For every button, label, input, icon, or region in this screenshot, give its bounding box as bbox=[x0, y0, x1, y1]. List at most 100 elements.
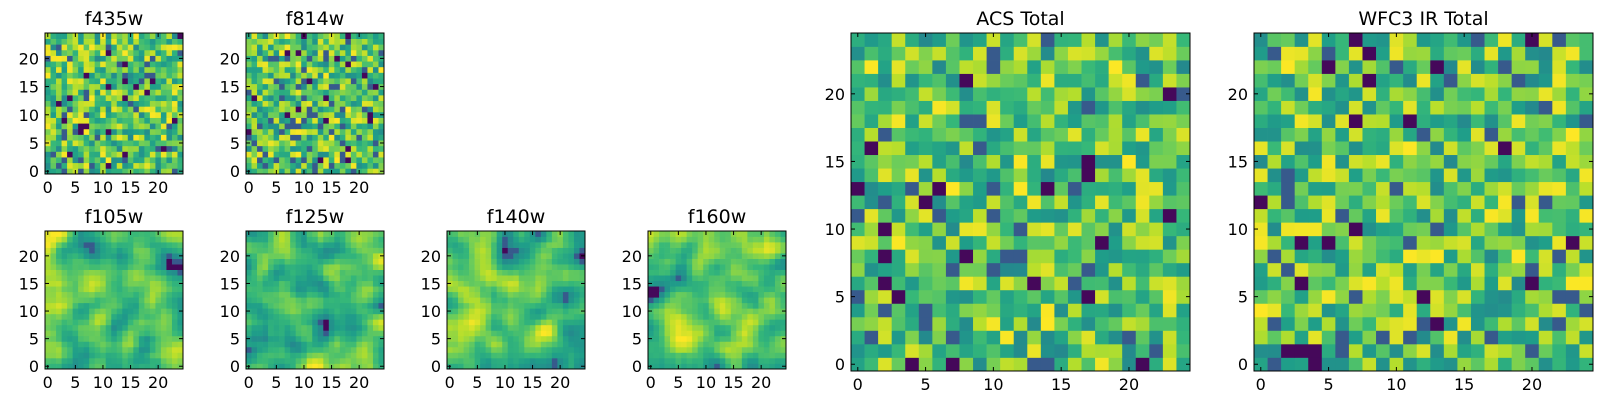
heatmap-cell bbox=[1000, 222, 1015, 237]
heatmap-cell bbox=[361, 49, 368, 56]
heatmap-cell bbox=[1067, 289, 1082, 304]
heatmap-cell bbox=[708, 231, 715, 237]
heatmap-cell bbox=[864, 357, 879, 372]
heatmap-cell bbox=[1267, 249, 1282, 264]
heatmap-cell bbox=[367, 363, 374, 370]
heatmap-cell bbox=[301, 89, 308, 96]
heatmap-cell bbox=[452, 357, 459, 364]
heatmap-cell bbox=[1000, 262, 1015, 277]
heatmap-cell bbox=[878, 357, 893, 372]
heatmap-cell bbox=[273, 313, 280, 320]
heatmap-cell bbox=[94, 38, 101, 45]
heatmap-cell bbox=[345, 72, 352, 79]
heatmap-cell bbox=[133, 275, 140, 282]
heatmap-cell bbox=[89, 44, 96, 51]
heatmap-cell bbox=[659, 352, 665, 359]
heatmap-cell bbox=[323, 123, 330, 130]
heatmap-cell bbox=[268, 106, 274, 113]
heatmap-cell bbox=[372, 95, 379, 102]
heatmap-cell bbox=[262, 151, 269, 158]
heatmap-cell bbox=[686, 242, 693, 248]
heatmap-cell bbox=[257, 330, 263, 337]
heatmap-cell bbox=[986, 33, 1001, 47]
heatmap-cell bbox=[1308, 276, 1323, 291]
heatmap-cell bbox=[1348, 316, 1363, 331]
heatmap-cell bbox=[891, 316, 906, 331]
heatmap-cell bbox=[295, 280, 302, 287]
heatmap-cell bbox=[367, 151, 374, 158]
heatmap-cell bbox=[339, 357, 346, 364]
heatmap-cell bbox=[513, 319, 520, 326]
heatmap-cell bbox=[372, 264, 379, 270]
heatmap-cell bbox=[133, 308, 140, 315]
heatmap-cell bbox=[78, 61, 84, 68]
heatmap-cell bbox=[323, 264, 330, 270]
heatmap-cell bbox=[1484, 343, 1499, 358]
heatmap-cell bbox=[345, 123, 352, 130]
heatmap-cell bbox=[317, 157, 324, 164]
heatmap-cell bbox=[61, 140, 68, 147]
heatmap-cell bbox=[83, 95, 90, 102]
heatmap-cell bbox=[891, 195, 906, 210]
heatmap-cell bbox=[144, 247, 151, 254]
heatmap-cell bbox=[1108, 222, 1123, 237]
heatmap-cell bbox=[61, 352, 68, 359]
heatmap-cell bbox=[747, 308, 754, 315]
heatmap-cell bbox=[653, 335, 660, 342]
heatmap-cell bbox=[725, 341, 732, 348]
heatmap-cell bbox=[372, 363, 379, 370]
heatmap-cell bbox=[262, 140, 269, 147]
heatmap-cell bbox=[1081, 60, 1096, 74]
heatmap-cell bbox=[317, 308, 324, 315]
heatmap-cell bbox=[312, 269, 319, 276]
heatmap-cell bbox=[692, 346, 699, 353]
heatmap-cell bbox=[1579, 181, 1594, 196]
heatmap-cell bbox=[83, 111, 90, 118]
heatmap-cell bbox=[116, 313, 123, 320]
heatmap-cell bbox=[1027, 46, 1042, 61]
heatmap-cell bbox=[356, 49, 363, 56]
heatmap-cell bbox=[350, 346, 357, 353]
heatmap-cell bbox=[932, 208, 947, 223]
heatmap-cell bbox=[1484, 195, 1499, 210]
heatmap-cell bbox=[568, 253, 575, 259]
heatmap-cell bbox=[1403, 249, 1418, 264]
heatmap-cell bbox=[529, 269, 536, 276]
heatmap-cell bbox=[518, 291, 525, 298]
heatmap-cell bbox=[356, 302, 363, 309]
heatmap-cell bbox=[166, 330, 173, 337]
heatmap-cell bbox=[312, 231, 319, 237]
heatmap-cell bbox=[166, 44, 173, 51]
heatmap-cell bbox=[648, 297, 654, 304]
heatmap-cell bbox=[1281, 235, 1296, 250]
y-tick-label: 20 bbox=[220, 247, 240, 266]
heatmap-cell bbox=[1176, 330, 1191, 345]
heatmap-cell bbox=[752, 275, 759, 282]
heatmap-cell bbox=[891, 33, 906, 47]
heatmap-cell bbox=[144, 324, 151, 331]
heatmap-cell bbox=[524, 258, 531, 265]
heatmap-cell bbox=[959, 195, 974, 210]
heatmap-cell bbox=[524, 346, 531, 353]
heatmap-cell bbox=[1108, 289, 1123, 304]
heatmap-cell bbox=[257, 123, 263, 130]
heatmap-cell bbox=[774, 275, 781, 282]
heatmap-cell bbox=[177, 128, 184, 135]
heatmap-cell bbox=[932, 262, 947, 277]
heatmap-cell bbox=[160, 100, 167, 107]
heatmap-cell bbox=[1054, 303, 1069, 318]
heatmap-cell bbox=[891, 141, 906, 156]
heatmap-cell bbox=[535, 324, 542, 331]
heatmap-cell bbox=[171, 346, 178, 353]
heatmap-cell bbox=[1389, 276, 1404, 291]
heatmap-cell bbox=[251, 151, 258, 158]
heatmap-cell bbox=[736, 258, 743, 265]
heatmap-cell bbox=[747, 231, 754, 237]
heatmap-cell bbox=[372, 123, 379, 130]
heatmap-cell bbox=[986, 195, 1001, 210]
heatmap-cell bbox=[774, 247, 781, 254]
heatmap-cell bbox=[1267, 222, 1282, 237]
heatmap-cell bbox=[480, 335, 486, 342]
heatmap-cell bbox=[480, 341, 486, 348]
heatmap-cell bbox=[378, 236, 385, 243]
